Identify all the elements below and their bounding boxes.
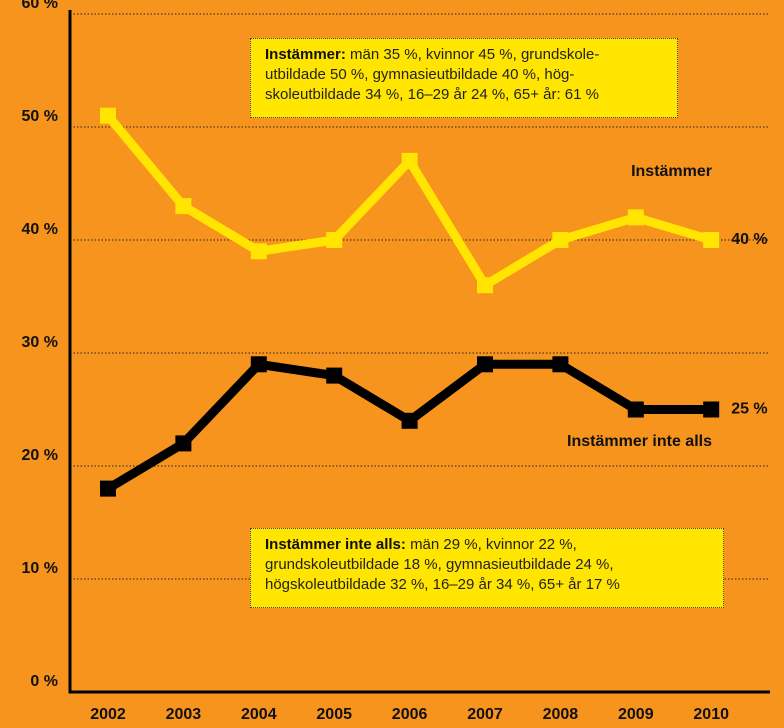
marker (401, 412, 418, 429)
annotation-label: Instämmer inte alls: (265, 536, 406, 553)
annotation-line: grundskoleutbildade 18 %, gymnasieutbild… (265, 555, 709, 575)
x-tick-label: 2006 (392, 706, 428, 723)
marker (552, 232, 569, 248)
annotation-box: Instämmer inte alls: män 29 %, kvinnor 2… (250, 528, 724, 608)
annotation-line: Instämmer inte alls: män 29 %, kvinnor 2… (265, 535, 709, 555)
series-label: Instämmer (631, 163, 712, 180)
marker (477, 356, 493, 373)
series-label: Instämmer inte alls (567, 433, 712, 450)
marker (401, 152, 418, 169)
annotation-text: män 35 %, kvinnor 45 %, grundskole- (350, 46, 600, 63)
marker (250, 243, 267, 260)
y-tick-label: 20 % (22, 447, 58, 464)
annotation-text: utbildade 50 %, gymnasieutbildade 40 %, … (265, 66, 575, 83)
x-tick-label: 2007 (467, 706, 503, 723)
marker (552, 356, 569, 373)
annotation-text: grundskoleutbildade 18 %, gymnasieutbild… (265, 556, 614, 573)
x-tick-label: 2002 (90, 706, 126, 723)
y-tick-label: 40 % (22, 221, 58, 238)
y-tick-label: 30 % (22, 334, 58, 351)
y-tick-label: 60 % (22, 0, 58, 12)
annotation-text: högskoleutbildade 32 %, 16–29 år 34 %, 6… (265, 576, 620, 593)
x-tick-label: 2009 (618, 706, 654, 723)
marker (100, 107, 116, 124)
annotation-text: män 29 %, kvinnor 22 %, (410, 536, 577, 553)
x-tick-label: 2010 (693, 706, 729, 723)
marker (627, 209, 644, 226)
y-tick-label: 0 % (30, 673, 58, 690)
annotation-label: Instämmer: (265, 46, 346, 63)
marker (175, 435, 192, 452)
x-tick-label: 2008 (543, 706, 579, 723)
marker (250, 356, 267, 373)
marker (627, 401, 644, 418)
marker (326, 367, 343, 384)
series-line (104, 112, 713, 290)
x-tick-label: 2005 (316, 706, 352, 723)
x-tick-label: 2004 (241, 706, 277, 723)
marker (703, 232, 720, 248)
y-tick-label: 50 % (22, 108, 58, 125)
annotation-box: Instämmer: män 35 %, kvinnor 45 %, grund… (250, 38, 678, 118)
x-tick-label: 2003 (166, 706, 202, 723)
annotation-line: utbildade 50 %, gymnasieutbildade 40 %, … (265, 65, 663, 85)
value-label: 25 % (731, 401, 767, 418)
marker (477, 277, 493, 294)
marker (175, 198, 192, 215)
value-label: 40 % (731, 231, 767, 248)
annotation-line: högskoleutbildade 32 %, 16–29 år 34 %, 6… (265, 575, 709, 595)
annotation-line: Instämmer: män 35 %, kvinnor 45 %, grund… (265, 45, 663, 65)
marker (100, 480, 116, 497)
marker (703, 401, 720, 418)
annotation-line: skoleutbildade 34 %, 16–29 år 24 %, 65+ … (265, 85, 663, 105)
y-tick-label: 10 % (22, 560, 58, 577)
annotation-text: skoleutbildade 34 %, 16–29 år 24 %, 65+ … (265, 86, 599, 103)
marker (326, 232, 343, 248)
